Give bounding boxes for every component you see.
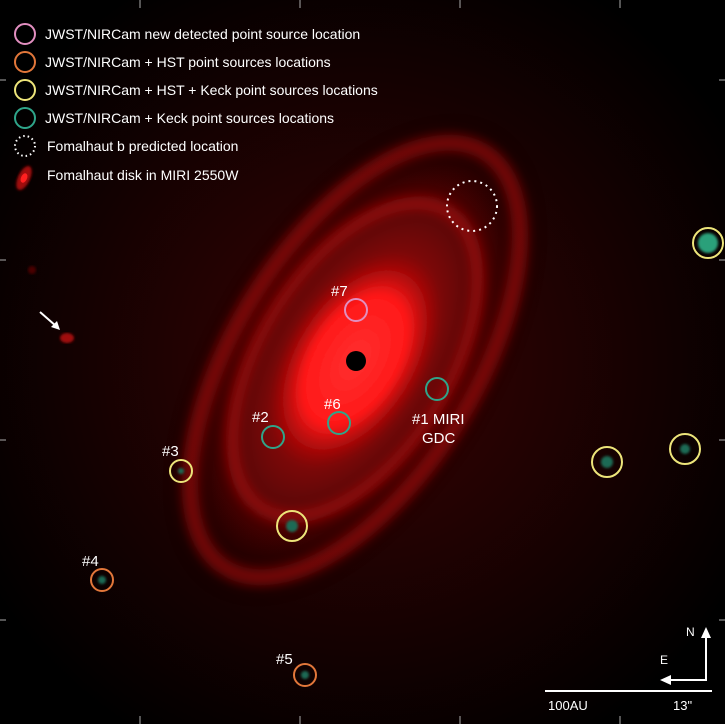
source-marker-7 [344, 298, 368, 322]
coronagraph-mask [346, 351, 366, 371]
legend-green-circle-icon [14, 107, 36, 129]
label-3: #3 [162, 443, 179, 460]
scale-bar: 100AU 13" [545, 690, 712, 713]
legend-orange-circle-icon [14, 51, 36, 73]
faint-source [28, 266, 36, 274]
legend: JWST/NIRCam new detected point source lo… [14, 23, 378, 191]
legend-disk-icon [16, 165, 32, 191]
legend-label-3: JWST/NIRCam + Keck point sources locatio… [45, 110, 334, 126]
legend-label-4: Fomalhaut b predicted location [47, 138, 238, 154]
source-blobs [98, 233, 718, 679]
source-marker [692, 227, 724, 259]
source-marker-2 [261, 425, 285, 449]
compass-east: E [660, 653, 668, 667]
label-6: #6 [324, 396, 341, 413]
source-marker [591, 446, 623, 478]
source-marker-6 [327, 411, 351, 435]
source-marker-3 [169, 459, 193, 483]
source-marker-4 [90, 568, 114, 592]
source-marker-5 [293, 663, 317, 687]
source-marker-1 [425, 377, 449, 401]
label-2: #2 [252, 409, 269, 426]
legend-label-1: JWST/NIRCam + HST point sources location… [45, 54, 331, 70]
label-1-line1: #1 MIRI [412, 411, 465, 428]
scale-bar-arcsec: 13" [673, 698, 692, 713]
legend-pink-circle-icon [14, 23, 36, 45]
fomalhaut-b-predicted-marker [446, 180, 498, 232]
compass-arrows-icon [668, 636, 707, 681]
arrow-icon [39, 311, 60, 330]
legend-label-5: Fomalhaut disk in MIRI 2550W [47, 167, 239, 183]
label-4: #4 [82, 553, 99, 570]
label-1-line2: GDC [422, 430, 456, 447]
source-marker [669, 433, 701, 465]
compass-north: N [686, 625, 695, 639]
legend-label-0: JWST/NIRCam new detected point source lo… [45, 26, 360, 42]
label-5: #5 [276, 651, 293, 668]
scale-bar-au: 100AU [548, 698, 588, 713]
legend-yellow-circle-icon [14, 79, 36, 101]
legend-label-2: JWST/NIRCam + HST + Keck point sources l… [45, 82, 378, 98]
label-7: #7 [331, 283, 348, 300]
source-marker [276, 510, 308, 542]
compass: N E [660, 625, 711, 685]
background-source [60, 333, 74, 343]
legend-dotted-circle-icon [14, 135, 36, 157]
